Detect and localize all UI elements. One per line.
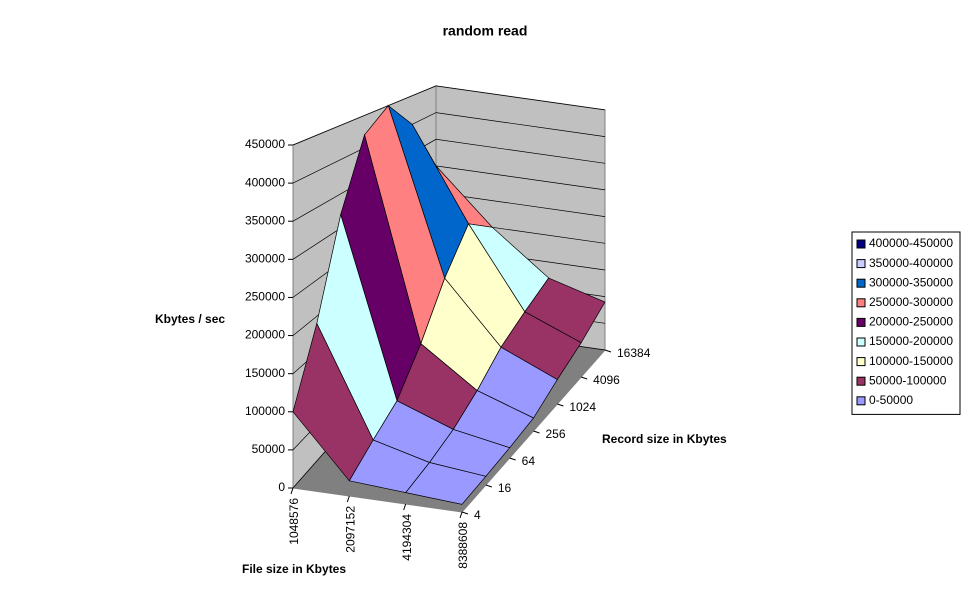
- x-axis-title: File size in Kbytes: [242, 562, 346, 576]
- y-tick: [581, 376, 588, 380]
- y-tick: [533, 430, 540, 434]
- legend-label: 200000-250000: [869, 315, 953, 329]
- x-tick: [346, 495, 350, 503]
- y-tick: [485, 484, 492, 488]
- y-tick-label: 64: [522, 454, 536, 468]
- legend-swatch: [856, 337, 866, 347]
- z-tick-label: 150000: [245, 366, 285, 380]
- x-tick-label: 2097152: [344, 506, 358, 553]
- z-tick-label: 450000: [245, 137, 285, 151]
- legend-label: 250000-300000: [869, 295, 953, 309]
- z-tick-label: 0: [278, 480, 285, 494]
- legend-label: 350000-400000: [869, 256, 953, 270]
- y-tick-label: 16384: [617, 346, 651, 360]
- legend-label: 50000-100000: [869, 373, 947, 387]
- grid-line: [292, 138, 606, 222]
- grid-line: [292, 112, 606, 184]
- y-tick-label: 4: [474, 508, 481, 522]
- x-tick-label: 4194304: [400, 514, 414, 561]
- x-tick: [459, 511, 463, 519]
- z-axis-title: Kbytes / sec: [155, 312, 225, 326]
- z-tick-label: 350000: [245, 213, 285, 227]
- legend-swatch: [856, 239, 866, 249]
- y-tick-label: 16: [498, 481, 512, 495]
- legend-label: 0-50000: [869, 393, 913, 407]
- z-tick-label: 100000: [245, 404, 285, 418]
- x-tick-label: 8388608: [456, 522, 470, 569]
- legend-box: [851, 231, 961, 415]
- y-tick-label: 4096: [593, 373, 620, 387]
- x-tick-label: 1048576: [287, 498, 301, 545]
- z-tick-label: 200000: [245, 328, 285, 342]
- legend-label: 400000-450000: [869, 236, 953, 250]
- surface-patch: [405, 462, 487, 505]
- z-tick-label: 50000: [252, 442, 286, 456]
- legend-swatch: [856, 298, 866, 308]
- z-tick-label: 400000: [245, 175, 285, 189]
- legend-swatch: [856, 376, 866, 386]
- grid-line: [292, 85, 606, 146]
- z-tick-label: 300000: [245, 252, 285, 266]
- legend-label: 100000-150000: [869, 354, 953, 368]
- legend-swatch: [856, 396, 866, 406]
- y-tick-label: 256: [546, 427, 566, 441]
- y-axis-title: Record size in Kbytes: [602, 432, 727, 446]
- y-tick-label: 1024: [569, 400, 596, 414]
- legend-label: 300000-350000: [869, 275, 953, 289]
- legend-swatch: [856, 259, 866, 269]
- z-tick-label: 250000: [245, 290, 285, 304]
- y-tick: [509, 457, 516, 461]
- legend-swatch: [856, 357, 866, 367]
- x-tick: [403, 503, 407, 511]
- legend-label: 150000-200000: [869, 334, 953, 348]
- x-tick: [290, 487, 294, 495]
- legend-swatch: [856, 278, 866, 288]
- chart-title: random read: [443, 23, 528, 39]
- legend-swatch: [856, 317, 866, 327]
- y-tick: [461, 511, 469, 515]
- y-tick: [604, 349, 612, 353]
- y-tick: [557, 403, 564, 407]
